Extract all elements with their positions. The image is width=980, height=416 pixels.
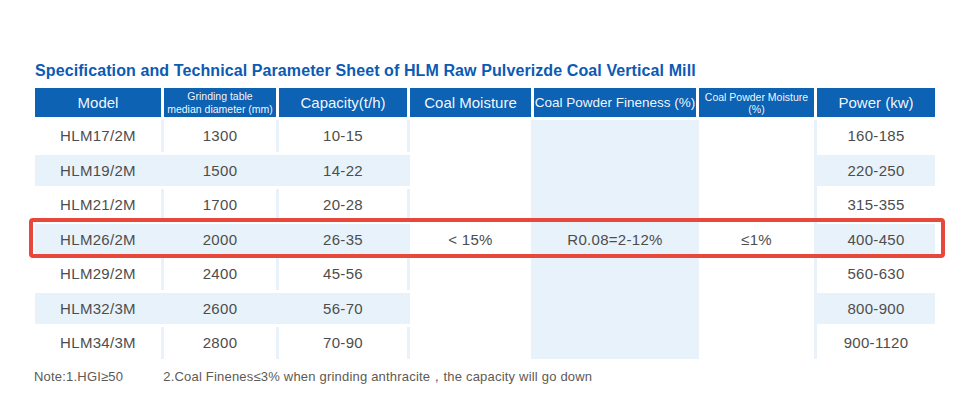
cell-model: HLM29/2M [35,258,161,290]
spec-table: Model Grinding table median diameter (mm… [35,88,935,359]
header-coal-moisture: Coal Moisture [410,88,531,117]
header-model: Model [35,88,161,117]
cell-model: HLM32/3M [35,293,161,325]
cell-model: HLM34/3M [35,327,161,359]
cell-coal-powder-moisture: ≤1% [699,120,814,359]
cell-power: 900-1120 [817,327,935,359]
header-coal-powder-moisture: Coal Powder Moisture (%) [699,88,814,117]
cell-diameter: 2600 [164,293,276,325]
cell-capacity: 10-15 [279,120,407,152]
cell-power: 800-900 [817,293,935,325]
cell-capacity: 70-90 [279,327,407,359]
cell-model: HLM19/2M [35,155,161,187]
header-diameter: Grinding table median diameter (mm) [164,88,276,117]
cell-capacity-highlighted: 26-35 [279,224,407,256]
note-item-2: 2.Coal Finenes≤3% when grinding anthraci… [163,369,592,384]
page-title: Specification and Technical Parameter Sh… [35,62,696,80]
cell-power-highlighted: 400-450 [817,224,935,256]
cell-power: 220-250 [817,155,935,187]
cell-capacity: 14-22 [279,155,407,187]
page: Specification and Technical Parameter Sh… [0,0,980,416]
header-capacity: Capacity(t/h) [279,88,407,117]
cell-power: 160-185 [817,120,935,152]
header-coal-powder-fineness: Coal Powder Fineness (%) [534,88,696,117]
cell-power: 560-630 [817,258,935,290]
header-power: Power (kw) [817,88,935,117]
cell-diameter: 2800 [164,327,276,359]
cell-model: HLM21/2M [35,189,161,221]
cell-diameter: 1500 [164,155,276,187]
cell-capacity: 20-28 [279,189,407,221]
cell-model: HLM17/2M [35,120,161,152]
cell-coal-moisture: < 15% [410,120,531,359]
cell-capacity: 45-56 [279,258,407,290]
note-item-1: Note:1.HGI≥50 [34,369,123,384]
header-diameter-line1: Grinding table [187,90,252,103]
cell-diameter: 1300 [164,120,276,152]
cell-diameter: 2400 [164,258,276,290]
note: Note:1.HGI≥50 2.Coal Finenes≤3% when grin… [34,368,592,386]
cell-model-highlighted: HLM26/2M [35,224,161,256]
cell-capacity: 56-70 [279,293,407,325]
cell-diameter: 1700 [164,189,276,221]
cell-coal-powder-fineness: R0.08=2-12% [534,120,696,359]
cell-power: 315-355 [817,189,935,221]
header-diameter-line2: median diameter (mm) [167,103,273,116]
cell-diameter-highlighted: 2000 [164,224,276,256]
